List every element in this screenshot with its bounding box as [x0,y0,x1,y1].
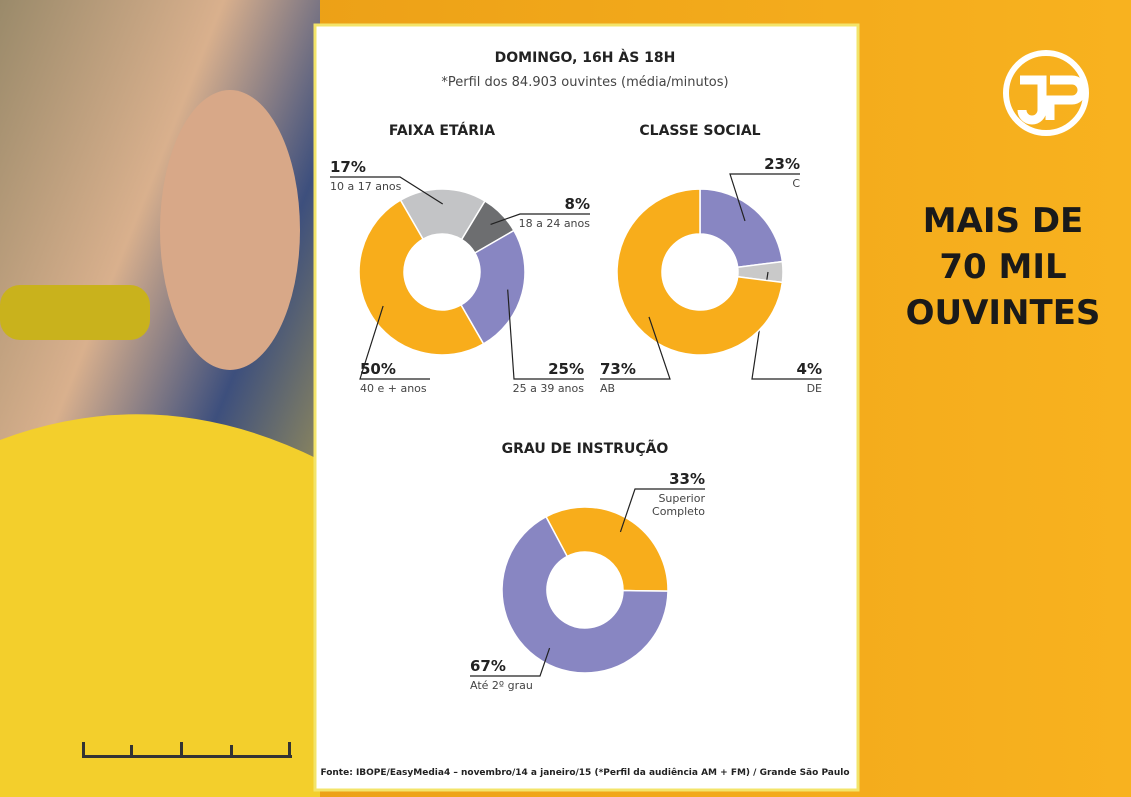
slice [358,199,485,356]
ruler [82,742,292,758]
leader-line [330,176,444,205]
slice [545,506,669,592]
leader-line [619,488,705,533]
category-label: 25 a 39 anos [512,382,584,395]
leader-line [600,316,671,380]
value-label: 73% [600,360,636,378]
value-label: 33% [669,470,705,488]
value-label: 25% [548,360,584,378]
value-label: 4% [796,360,822,378]
chart-title: FAIXA ETÁRIA [389,122,495,139]
category-label: Até 2º grau [470,679,533,692]
category-label: C [792,177,800,190]
title: DOMINGO, 16H ÀS 18H [495,49,676,66]
slice [616,188,784,356]
subtitle: *Perfil dos 84.903 ouvintes (média/minut… [441,75,728,90]
leader-line [359,305,430,380]
category-label: DE [806,382,822,395]
card [313,23,860,792]
slice [699,188,784,269]
leader-line [470,647,551,677]
face [160,90,300,370]
side-text: MAIS DE [923,201,1084,241]
value-label: 50% [360,360,396,378]
source: Fonte: IBOPE/EasyMedia4 – novembro/14 a … [320,767,849,778]
category-label: 10 a 17 anos [330,180,402,193]
category-label: AB [600,382,616,395]
chart-title: CLASSE SOCIAL [639,123,760,139]
horn [0,285,150,340]
slice [501,515,669,674]
side-text: OUVINTES [906,293,1101,333]
leader-line [729,173,800,222]
category-label: 40 e + anos [360,382,427,395]
leader-line [507,289,584,380]
logo [1003,50,1089,136]
leader-line [490,213,590,225]
category-label: Superior Completo [652,492,705,518]
value-label: 23% [764,155,800,173]
category-label: 18 a 24 anos [518,217,590,230]
side-text: 70 MIL [939,247,1066,287]
value-label: 17% [330,158,366,176]
chart-title: GRAU DE INSTRUÇÃO [502,440,669,457]
value-label: 67% [470,657,506,675]
shirt [0,414,320,797]
value-label: 8% [564,195,590,213]
